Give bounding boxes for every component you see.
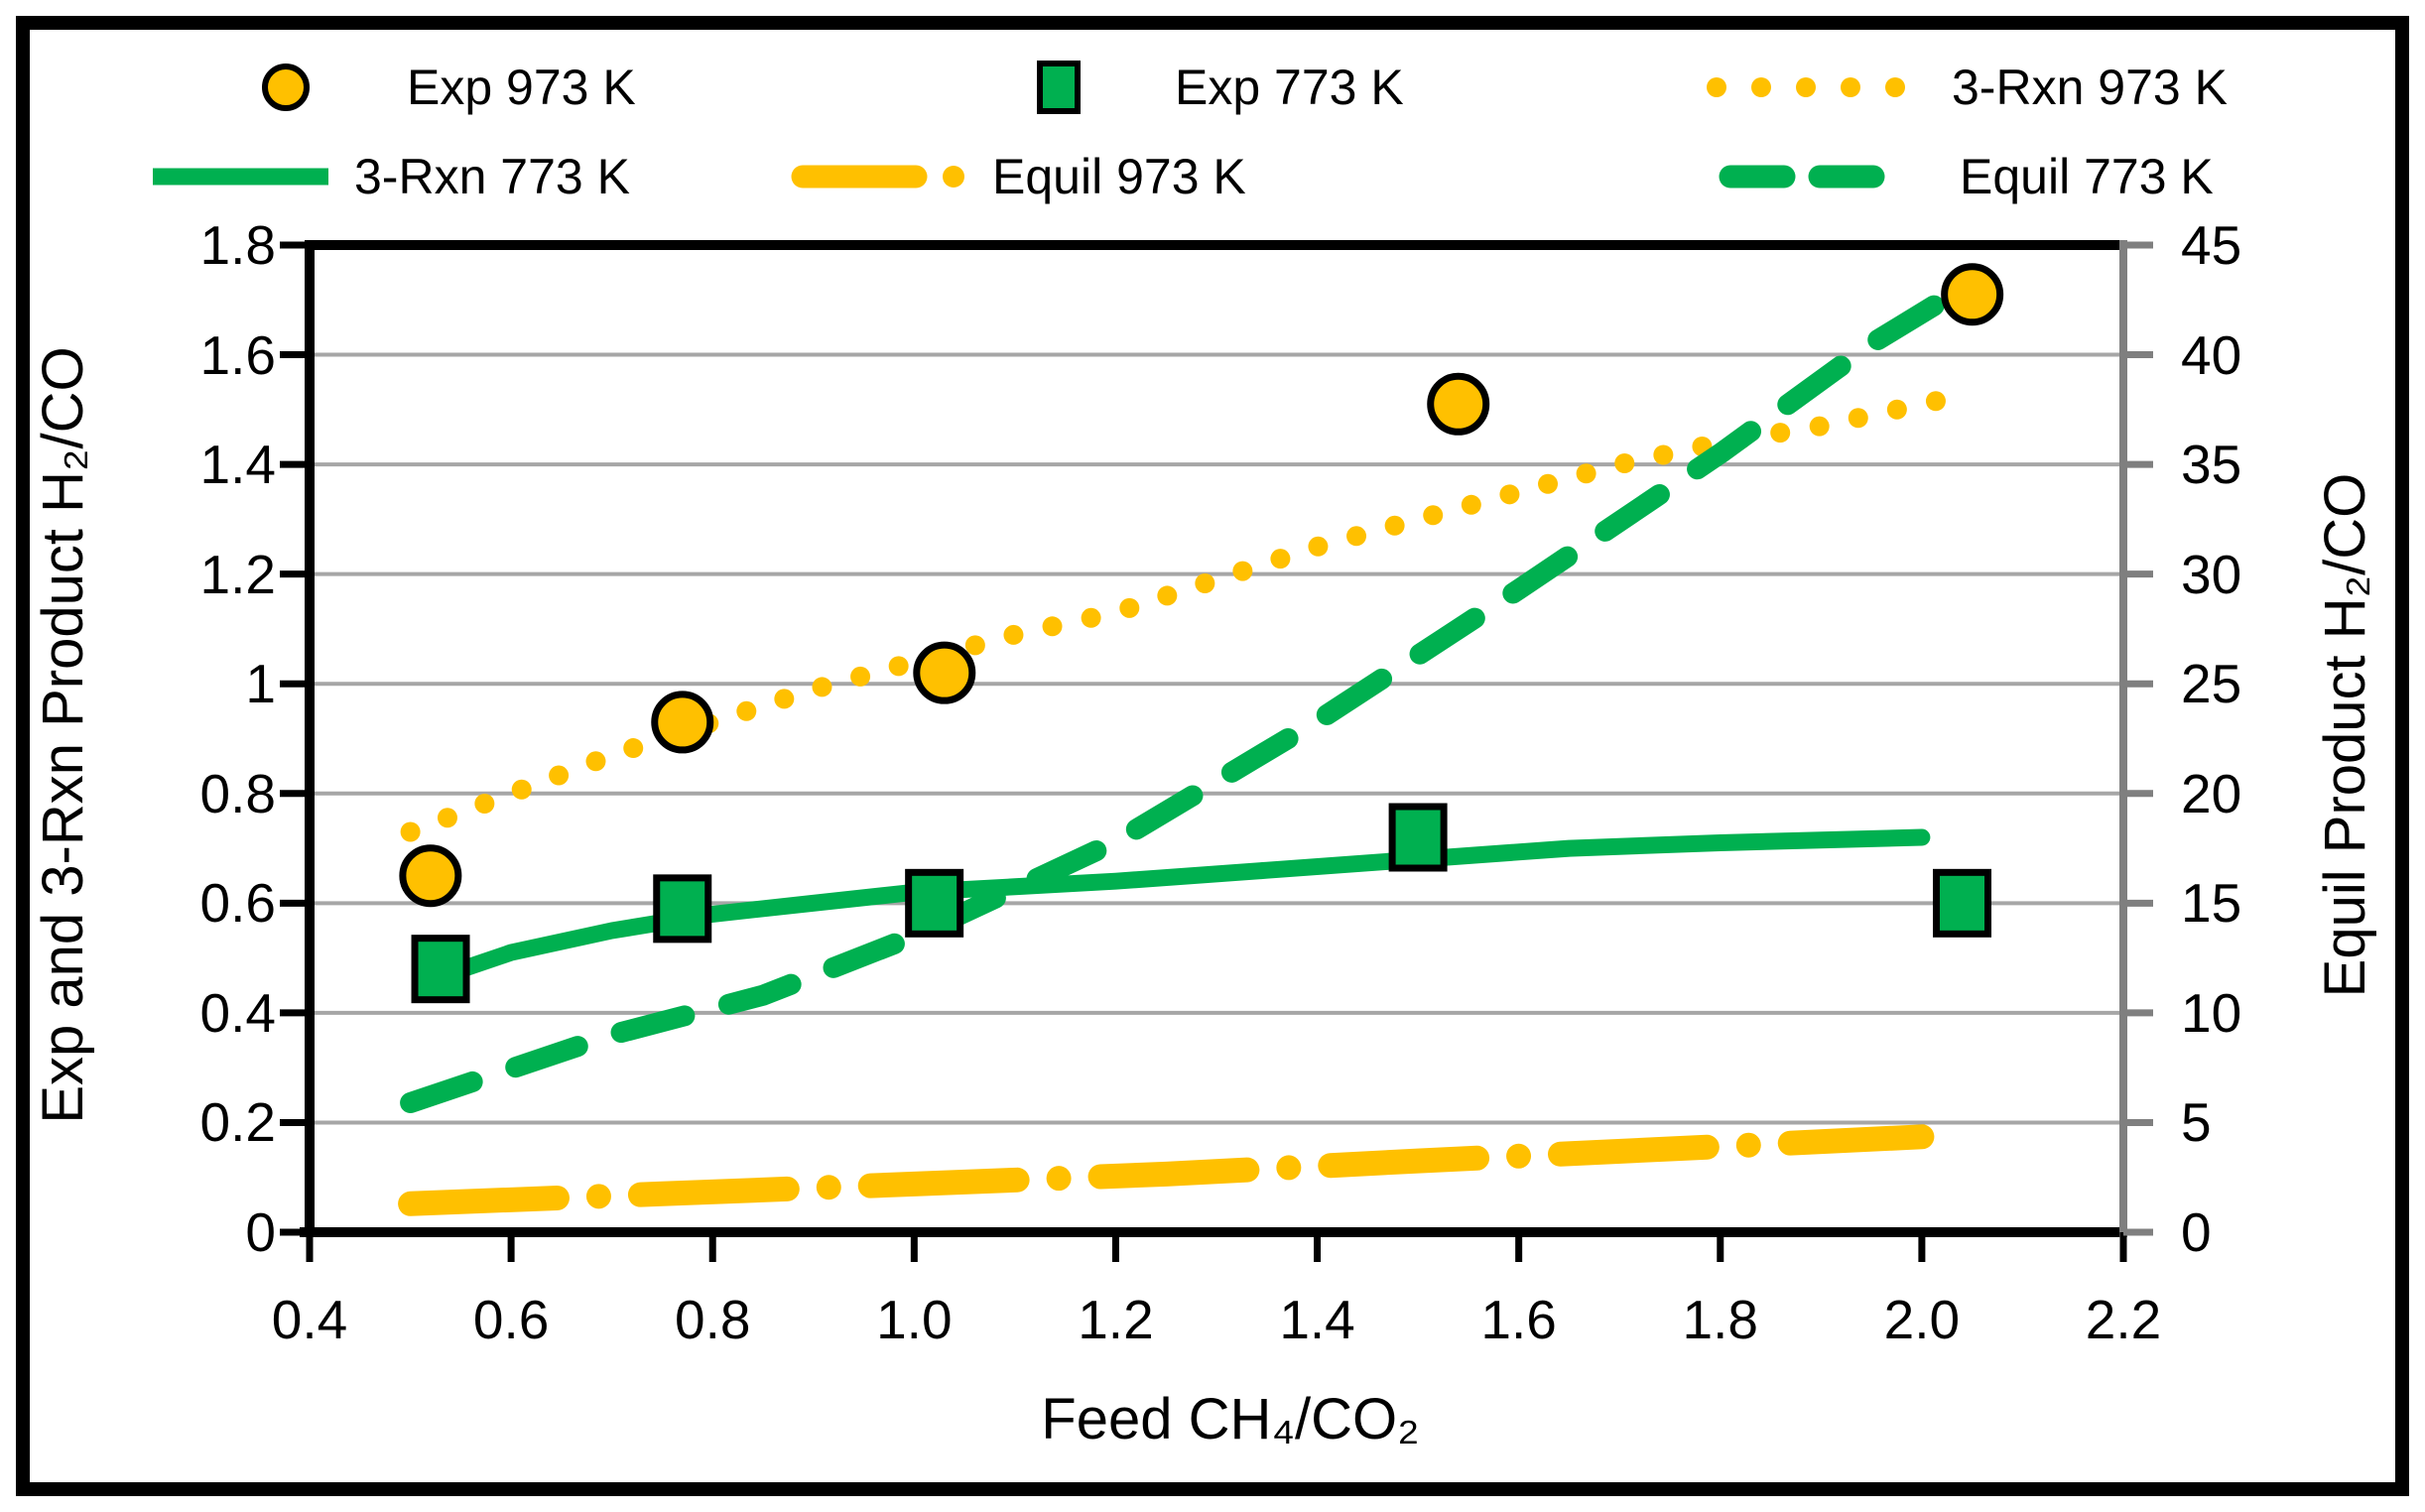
legend-label: Exp 773 K [1175, 60, 1404, 115]
data-point-circle [1427, 372, 1490, 436]
x-tick-label: 0.6 [472, 1289, 550, 1350]
y-right-tick-label: 45 [2181, 214, 2242, 276]
y-right-tick-label: 25 [2181, 653, 2242, 715]
figure-border [16, 16, 2409, 1496]
data-point-square [653, 874, 712, 944]
series-line-2 [400, 383, 1982, 842]
legend-marker-dashdot-icon [791, 165, 964, 189]
y-right-tick-label: 30 [2181, 543, 2242, 605]
data-point-square [411, 935, 470, 1004]
series-line-4 [398, 1124, 1935, 1216]
legend-entry-3-rxn-973-k: 3-Rxn 973 K [1699, 46, 2228, 129]
legend-marker-solid-icon [153, 168, 328, 186]
y-right-tick-label: 5 [2181, 1091, 2212, 1154]
data-point-circle [1941, 263, 2004, 326]
x-tick-label: 1.6 [1480, 1289, 1557, 1350]
y-left-tick-label: 1.4 [199, 434, 276, 496]
x-tick-label: 0.4 [271, 1289, 348, 1350]
data-point-circle [913, 641, 976, 704]
legend-label: 3-Rxn 773 K [354, 149, 630, 204]
y-left-tick-label: 1.6 [199, 323, 276, 386]
x-axis-title: Feed CH₄/CO₂ [1041, 1387, 1420, 1451]
x-tick-label: 2.0 [1883, 1289, 1961, 1350]
x-tick-label: 2.2 [2085, 1289, 2162, 1350]
y-right-tick-label: 40 [2181, 323, 2242, 386]
legend-marker-dots-icon [1707, 77, 1905, 97]
y-left-tick-label: 1.2 [199, 543, 276, 605]
y-axis-title-left: Exp and 3-Rxn Product H₂/CO [31, 346, 95, 1124]
x-tick-label: 1.0 [876, 1289, 953, 1350]
legend-marker-square-icon [1037, 61, 1081, 114]
y-left-tick-label: 0.2 [199, 1091, 276, 1154]
legend-label: Equil 773 K [1960, 149, 2214, 204]
data-point-circle [399, 844, 462, 908]
y-left-tick-label: 1.8 [199, 214, 276, 276]
y-right-tick-label: 35 [2181, 434, 2242, 496]
x-tick-label: 1.4 [1279, 1289, 1355, 1350]
data-point-square [905, 868, 964, 938]
x-tick-label: 1.8 [1682, 1289, 1758, 1350]
x-tick-label: 0.8 [674, 1289, 751, 1350]
x-tick-label: 1.2 [1078, 1289, 1154, 1350]
legend-entry-equil-773-k: Equil 773 K [1715, 135, 2214, 218]
data-point-square [1933, 868, 1992, 938]
legend-entry-exp-773-k: Exp 773 K [998, 46, 1404, 129]
series-line-3 [422, 828, 1931, 989]
y-right-tick-label: 0 [2181, 1201, 2212, 1263]
legend-entry-3-rxn-773-k: 3-Rxn 773 K [149, 135, 630, 218]
y-left-tick-label: 0 [245, 1201, 276, 1263]
legend-entry-exp-973-k: Exp 973 K [226, 46, 636, 129]
legend-label: Equil 973 K [992, 149, 1246, 204]
legend-label: Exp 973 K [407, 60, 636, 115]
y-right-tick-label: 15 [2181, 872, 2242, 935]
y-left-tick-label: 0.6 [199, 872, 276, 935]
y-right-tick-label: 10 [2181, 981, 2242, 1044]
y-left-tick-label: 1 [245, 653, 276, 715]
y-right-tick-label: 20 [2181, 762, 2242, 824]
legend-label: 3-Rxn 973 K [1952, 60, 2228, 115]
data-point-square [1388, 803, 1448, 872]
legend-entry-equil-973-k: Equil 973 K [789, 135, 1246, 218]
series-line-5 [400, 272, 1983, 1113]
y-left-tick-label: 0.4 [199, 981, 276, 1044]
legend-marker-dashes-icon [1719, 165, 1885, 189]
legend-marker-circle-icon [262, 63, 310, 111]
y-left-tick-label: 0.8 [199, 762, 276, 824]
data-point-circle [651, 691, 714, 754]
